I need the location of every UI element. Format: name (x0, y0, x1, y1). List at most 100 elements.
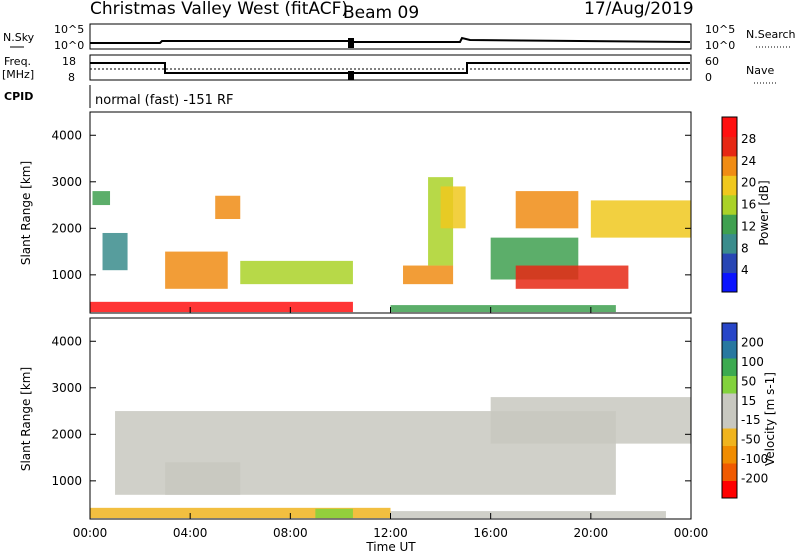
nsky-label: N.Sky (3, 31, 35, 44)
nsky-gap (348, 38, 354, 48)
colorbar-segment (722, 410, 737, 429)
heatmap-region-0-3 (240, 260, 353, 285)
freq-gap (348, 71, 354, 80)
nsearch-tick-low: 10^0 (705, 39, 735, 52)
colorbar-tick-label: -200 (741, 472, 768, 486)
colorbar-segment (722, 272, 737, 293)
cpid-text: normal (fast) -151 RF (95, 93, 234, 108)
colorbar-segment (722, 233, 737, 254)
power-panel: 1000 2000 3000 4000 Slant Range [km] 28 24 20… (19, 111, 771, 314)
heatmap-region-1-4 (390, 511, 666, 519)
nave-tick-low: 0 (705, 71, 712, 84)
colorbar-segment (722, 393, 737, 411)
velocity-ylabel: Slant Range [km] (19, 367, 33, 471)
colorbar-segment (722, 155, 737, 176)
colorbar-segment (722, 194, 737, 215)
nsky-tick-low: 10^0 (54, 39, 84, 52)
freq-unit: [MHz] (2, 68, 34, 81)
xtick-label: 00:00 (73, 526, 108, 540)
heatmap-region-0-0 (90, 301, 353, 313)
ytick-label: 3000 (51, 381, 82, 395)
ytick-label: 1000 (51, 474, 82, 488)
colorbar-segment (722, 480, 737, 499)
ytick-label: 2000 (51, 427, 82, 441)
chart-title: Christmas Valley West (fitACF) (90, 0, 348, 19)
nave-tick-high: 60 (705, 55, 719, 68)
xtick-label: 08:00 (273, 526, 308, 540)
colorbar-tick-label: 200 (741, 335, 764, 349)
ytick-label: 3000 (51, 175, 82, 189)
heatmap-region-0-1 (165, 251, 228, 289)
colorbar-tick-label: 50 (741, 374, 756, 388)
colorbar-frame (721, 116, 738, 293)
colorbar-segment (722, 340, 737, 359)
xtick-label: 16:00 (473, 526, 508, 540)
beam-label: Beam 09 (343, 3, 419, 23)
colorbar-tick-label: 4 (741, 263, 749, 277)
heatmap-region-0-6 (403, 265, 454, 285)
velocity-heatmap (90, 397, 691, 519)
colorbar-frame (721, 322, 738, 499)
colorbar-tick-label: -50 (741, 433, 761, 447)
time-axis: 00:00 04:00 08:00 12:00 16:00 20:00 00:00 (73, 307, 709, 540)
colorbar-segment (722, 253, 737, 274)
nsky-strip (89, 23, 692, 50)
freq-label: Freq. (4, 55, 31, 68)
freq-strip (89, 54, 692, 81)
colorbar-segment (722, 463, 737, 481)
heatmap-region-0-8 (440, 186, 466, 229)
heatmap-region-0-12 (590, 200, 691, 238)
cpid-label: CPID (4, 90, 33, 103)
colorbar-segment (722, 175, 737, 196)
colorbar-tick-label: 15 (741, 394, 756, 408)
colorbar-segment (722, 117, 737, 137)
freq-tick-high: 18 (62, 55, 76, 68)
freq-tick-low: 8 (68, 71, 75, 84)
colorbar-segment (722, 214, 737, 235)
colorbar-segment (722, 358, 737, 376)
power-colorbar: 28 24 20 16 12 8 4 (721, 116, 756, 293)
colorbar-tick-label: 24 (741, 154, 756, 168)
velocity-panel: 1000 2000 3000 4000 Slant Range [km] 200 100… (19, 317, 777, 520)
heatmap-region-0-5 (102, 232, 128, 271)
colorbar-segment (722, 375, 737, 394)
date-label: 17/Aug/2019 (584, 0, 694, 19)
ytick-label: 4000 (51, 334, 82, 348)
heatmap-region-0-4 (92, 191, 111, 206)
power-colorbar-label: Power [dB] (757, 180, 771, 245)
xtick-label: 00:00 (674, 526, 709, 540)
colorbar-segment (722, 323, 737, 341)
colorbar-tick-label: 12 (741, 219, 756, 233)
xtick-label: 12:00 (373, 526, 408, 540)
power-yticks: 1000 2000 3000 4000 (51, 128, 691, 282)
velocity-colorbar-label: Velocity [m s-1] (763, 372, 777, 466)
nsearch-label: N.Search (746, 28, 796, 41)
colorbar-segment (722, 136, 737, 157)
colorbar-tick-label: 100 (741, 355, 764, 369)
nsearch-tick-high: 10^5 (705, 23, 735, 36)
xtick-label: 20:00 (574, 526, 609, 540)
colorbar-tick-label: 8 (741, 241, 749, 255)
power-heatmap (90, 177, 691, 313)
xtick-label: 04:00 (173, 526, 208, 540)
heatmap-region-1-0 (90, 507, 391, 519)
velocity-yticks: 1000 2000 3000 4000 (51, 334, 691, 488)
colorbar-segment (722, 445, 737, 464)
colorbar-segment (722, 428, 737, 446)
colorbar-tick-label: 28 (741, 132, 756, 146)
heatmap-region-1-5 (490, 397, 691, 444)
freq-trace (90, 62, 690, 74)
power-ylabel: Slant Range [km] (19, 161, 33, 265)
colorbar-tick-label: -100 (741, 452, 768, 466)
heatmap-region-0-13 (390, 305, 616, 313)
nsky-tick-high: 10^5 (54, 23, 84, 36)
heatmap-region-0-2 (215, 195, 241, 220)
colorbar-tick-label: 20 (741, 176, 756, 190)
nave-label: Nave (746, 64, 774, 77)
heatmap-region-0-11 (515, 191, 579, 229)
ytick-label: 2000 (51, 221, 82, 235)
nsky-trace (90, 36, 691, 44)
colorbar-tick-label: 16 (741, 198, 756, 212)
velocity-colorbar: 200 100 50 15 -15 -50 -100 -200 (721, 322, 768, 499)
heatmap-region-0-10 (515, 265, 629, 289)
